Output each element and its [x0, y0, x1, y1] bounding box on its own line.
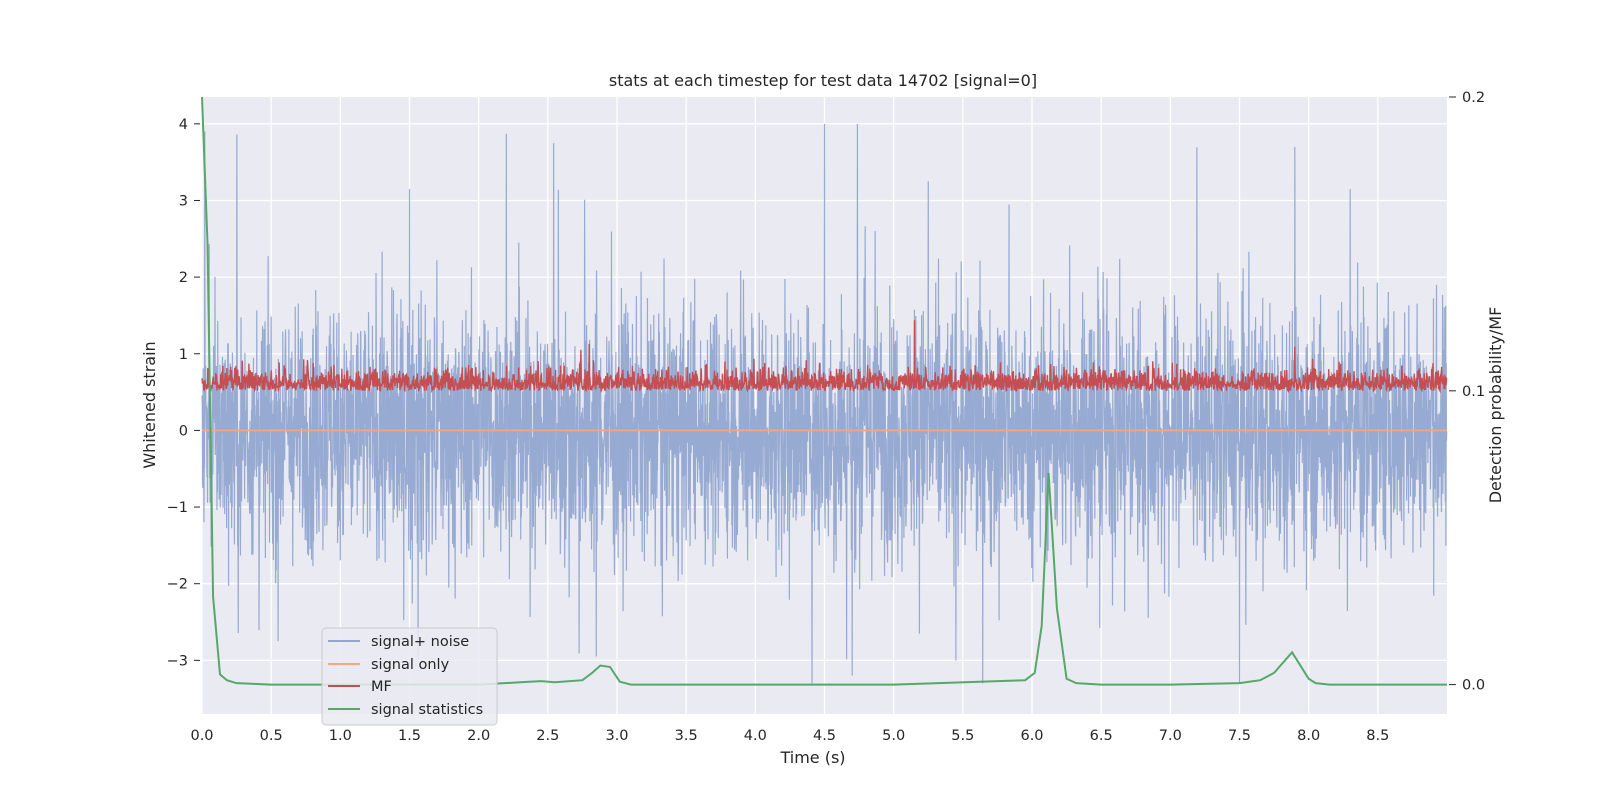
- y-tick-label: 2: [179, 270, 188, 286]
- y-tick-label: 3: [179, 193, 188, 209]
- y-axis-ticks: −3 −2 −1 0 1 2 3 4: [167, 117, 200, 669]
- mf-line: [201, 320, 1448, 394]
- x-axis-label: Time (s): [779, 748, 845, 767]
- legend-box: [321, 627, 498, 726]
- x-tick-label: 3.0: [605, 728, 628, 744]
- signal-noise-line: [201, 123, 1448, 684]
- legend-label: MF: [371, 679, 392, 695]
- right-y-tick-label: 0.0: [1462, 678, 1485, 694]
- legend-label: signal only: [371, 657, 450, 673]
- x-tick-label: 0.0: [190, 728, 213, 744]
- series-mf: [201, 320, 1448, 394]
- y-tick-label: −3: [167, 653, 188, 669]
- x-tick-label: 6.0: [1020, 728, 1043, 744]
- x-tick-label: 4.0: [744, 728, 767, 744]
- x-tick-label: 7.5: [1228, 728, 1251, 744]
- x-tick-label: 8.5: [1366, 728, 1389, 744]
- x-tick-label: 1.0: [329, 728, 352, 744]
- x-tick-label: 5.5: [951, 728, 974, 744]
- right-y-axis-ticks: 0.0 0.1 0.2: [1449, 90, 1485, 694]
- y-tick-label: 1: [179, 347, 188, 363]
- legend-label: signal+ noise: [371, 634, 469, 650]
- y-tick-label: −1: [167, 500, 188, 516]
- x-axis-ticks: 0.0 0.5 1.0 1.5 2.0 2.5 3.0 3.5 4.0 4.5 5.0 5.5 6.0 6…: [190, 728, 1389, 744]
- right-y-axis-label: Detection probability/MF: [1486, 307, 1505, 504]
- legend-item-signal-noise: signal+ noise: [328, 634, 469, 650]
- y-tick-label: 0: [179, 423, 188, 439]
- right-y-tick-label: 0.1: [1462, 384, 1485, 400]
- x-tick-label: 5.0: [882, 728, 905, 744]
- chart-title: stats at each timestep for test data 147…: [609, 71, 1037, 90]
- legend-label: signal statistics: [371, 702, 483, 718]
- x-tick-label: 3.5: [675, 728, 698, 744]
- series-signal-noise: [201, 123, 1448, 684]
- x-tick-label: 0.5: [260, 728, 283, 744]
- y-tick-label: −2: [167, 577, 188, 593]
- x-tick-label: 1.5: [398, 728, 421, 744]
- legend-item-signal-only: signal only: [328, 657, 450, 673]
- y-axis-label: Whitened strain: [140, 341, 159, 468]
- legend-item-mf: MF: [328, 679, 392, 695]
- legend: signal+ noise signal only MF signal stat…: [321, 627, 498, 726]
- x-tick-label: 2.0: [467, 728, 490, 744]
- x-tick-label: 7.0: [1159, 728, 1182, 744]
- x-tick-label: 4.5: [813, 728, 836, 744]
- legend-item-signal-statistics: signal statistics: [328, 702, 483, 718]
- y-tick-label: 4: [179, 117, 188, 133]
- right-y-tick-label: 0.2: [1462, 90, 1485, 106]
- series-signal-statistics: [201, 96, 1447, 686]
- x-tick-label: 2.5: [536, 728, 559, 744]
- x-tick-label: 6.5: [1090, 728, 1113, 744]
- signal-statistics-line: [201, 96, 1447, 686]
- x-tick-label: 8.0: [1297, 728, 1320, 744]
